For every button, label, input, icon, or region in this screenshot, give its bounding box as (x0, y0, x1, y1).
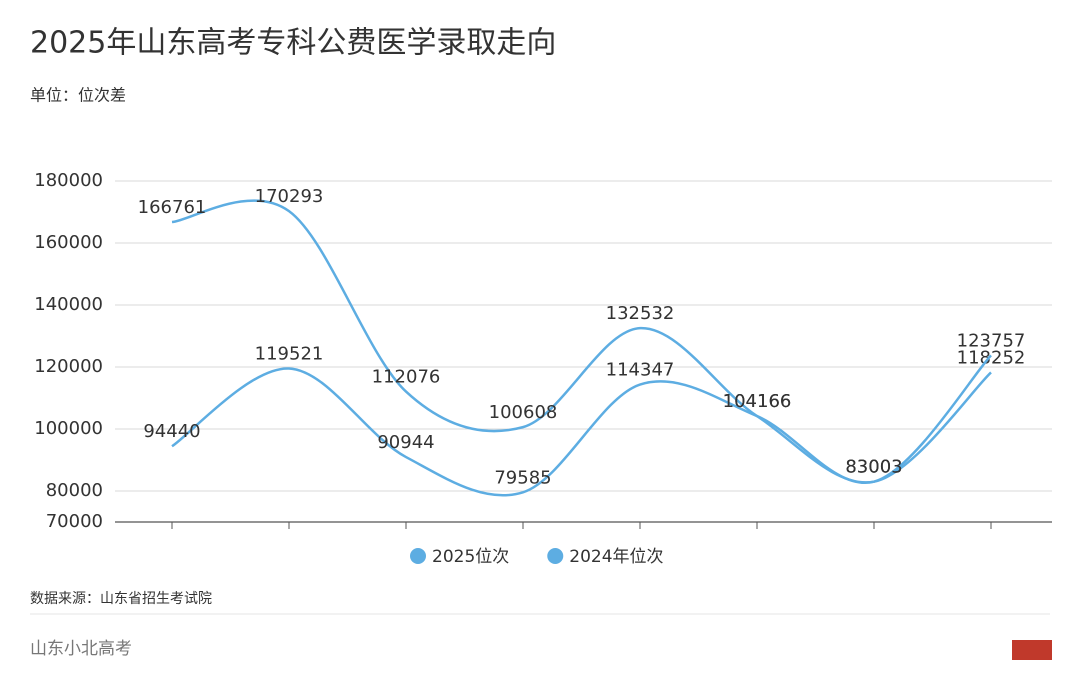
y-tick-label: 180000 (34, 170, 103, 191)
series-line (171, 354, 992, 497)
data-label: 83003 (845, 457, 902, 478)
data-label: 119521 (255, 343, 324, 364)
data-label: 94440 (143, 421, 200, 442)
y-tick-label: 140000 (34, 294, 103, 315)
y-tick-label: 80000 (46, 480, 103, 501)
chart-title: 2025年山东高考专科公费医学录取走向 (30, 26, 556, 61)
data-label: 132532 (606, 303, 675, 324)
data-label: 83003 (845, 457, 902, 478)
data-label: 170293 (255, 186, 324, 207)
data-label: 114347 (606, 360, 675, 381)
data-label: 104166 (723, 391, 792, 412)
logo (1012, 640, 1052, 660)
data-label: 90944 (377, 432, 434, 453)
unit-label: 单位：位次差 (30, 86, 126, 105)
data-label: 123757 (957, 330, 1026, 351)
data-label: 79585 (494, 467, 551, 488)
y-tick-label: 100000 (34, 418, 103, 439)
source: 数据来源：山东省招生考试院 (30, 591, 212, 607)
legend-label: 2024年位次 (569, 547, 663, 567)
y-tick-label: 160000 (34, 232, 103, 253)
data-label: 166761 (138, 197, 207, 218)
legend-marker (547, 548, 564, 564)
legend-label: 2025位次 (432, 547, 509, 567)
y-tick-label: 120000 (34, 356, 103, 377)
data-label: 118252 (957, 347, 1026, 368)
footer: 山东小北高考 (30, 639, 132, 659)
data-label: 104166 (723, 391, 792, 412)
legend-marker (410, 548, 426, 564)
y-tick-label: 70000 (46, 511, 103, 532)
data-label: 112076 (372, 367, 441, 388)
data-label: 100608 (489, 402, 558, 423)
